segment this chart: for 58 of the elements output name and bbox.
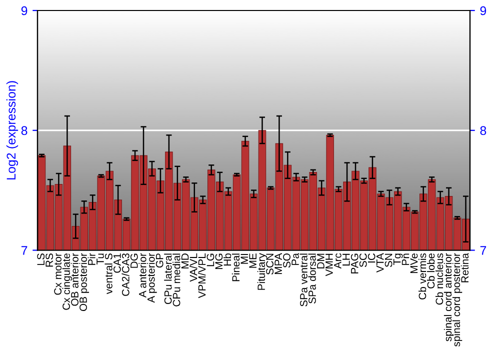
x-tick-label: MVe bbox=[410, 253, 418, 274]
x-tick-label: RS bbox=[46, 254, 54, 267]
x-tick-label: Cb vermis bbox=[418, 253, 426, 300]
x-tick-label: VPM/VPL bbox=[198, 253, 206, 298]
y-tick-label: 7 bbox=[21, 246, 28, 255]
x-tick-label: OB posterior bbox=[79, 253, 89, 312]
x-tick-label: Tu bbox=[96, 254, 104, 265]
y2-tick-label: 7 bbox=[480, 246, 486, 255]
x-tick-label: Pa bbox=[292, 253, 299, 265]
x-tick-label: LG bbox=[206, 254, 214, 266]
x-tick-label: VMH bbox=[326, 254, 333, 276]
x-tick-label: Pir bbox=[88, 253, 96, 265]
x-tick-label: Pn bbox=[402, 254, 410, 265]
x-tick-label: SPa ventral bbox=[300, 254, 308, 306]
x-tick-label: LH bbox=[342, 254, 350, 266]
x-tick-label: PAG bbox=[350, 254, 358, 274]
x-tick-label: ventral S bbox=[104, 254, 112, 294]
x-tick-label: DM bbox=[317, 254, 324, 268]
x-tick-label: CPu lateral bbox=[164, 254, 172, 304]
x-tick-label: Cb nucleus bbox=[435, 253, 444, 305]
y-axis-title: Log2 (expression) bbox=[6, 81, 18, 180]
x-tick-label: MG bbox=[215, 254, 223, 269]
y2-tick-label: 8 bbox=[480, 126, 486, 136]
x-tick-label: Tg bbox=[393, 254, 403, 265]
x-tick-label: GP bbox=[156, 254, 164, 268]
x-tick-label: Hb bbox=[223, 253, 232, 266]
x-tick-label: SCN bbox=[266, 254, 274, 275]
x-tick-label: Cb lobe bbox=[426, 253, 435, 288]
x-tick-label: SC bbox=[359, 253, 367, 268]
x-tick-label: MI bbox=[240, 254, 248, 264]
x-tick-label: A anterior bbox=[138, 253, 146, 298]
x-tick-label: CPu medial bbox=[172, 254, 180, 306]
x-tick-label: MD bbox=[181, 254, 189, 268]
x-tick-label: CA2/CA3 bbox=[122, 253, 130, 296]
x-tick-label: Cx cingulate bbox=[62, 253, 72, 310]
y-tick-label: 8 bbox=[21, 126, 28, 136]
x-tick-label: ME bbox=[249, 253, 256, 268]
x-tick-label: spinal cord posterior bbox=[452, 253, 462, 347]
x-tick-label: OB anterior bbox=[70, 253, 78, 306]
x-tick-label: CA1 bbox=[113, 254, 121, 273]
x-tick-label: Retina bbox=[460, 253, 469, 282]
x-tick-label: Cx motor bbox=[54, 253, 62, 295]
x-tick-label: spinal cord anterior bbox=[444, 253, 454, 342]
x-tick-label: SO bbox=[283, 254, 290, 268]
y-tick-label: 9 bbox=[21, 6, 28, 16]
x-tick-label: Pituitary bbox=[257, 253, 268, 290]
x-tick-label: VA/VL bbox=[190, 253, 198, 282]
x-tick-label: MPA bbox=[274, 253, 282, 274]
x-tick-label: A posterior bbox=[147, 253, 157, 303]
x-tick-label: IC bbox=[368, 253, 376, 262]
y2-tick-label: 9 bbox=[480, 6, 486, 16]
x-tick-label: Pineal bbox=[232, 254, 240, 282]
x-tick-label: SN bbox=[384, 254, 392, 268]
x-tick-label: Arc bbox=[334, 253, 342, 269]
x-tick-label: LS bbox=[37, 254, 45, 265]
x-tick-label: VTA bbox=[376, 253, 384, 272]
x-tick-label: SPa dorsal bbox=[308, 254, 316, 304]
x-tick-label: DG bbox=[130, 254, 138, 268]
